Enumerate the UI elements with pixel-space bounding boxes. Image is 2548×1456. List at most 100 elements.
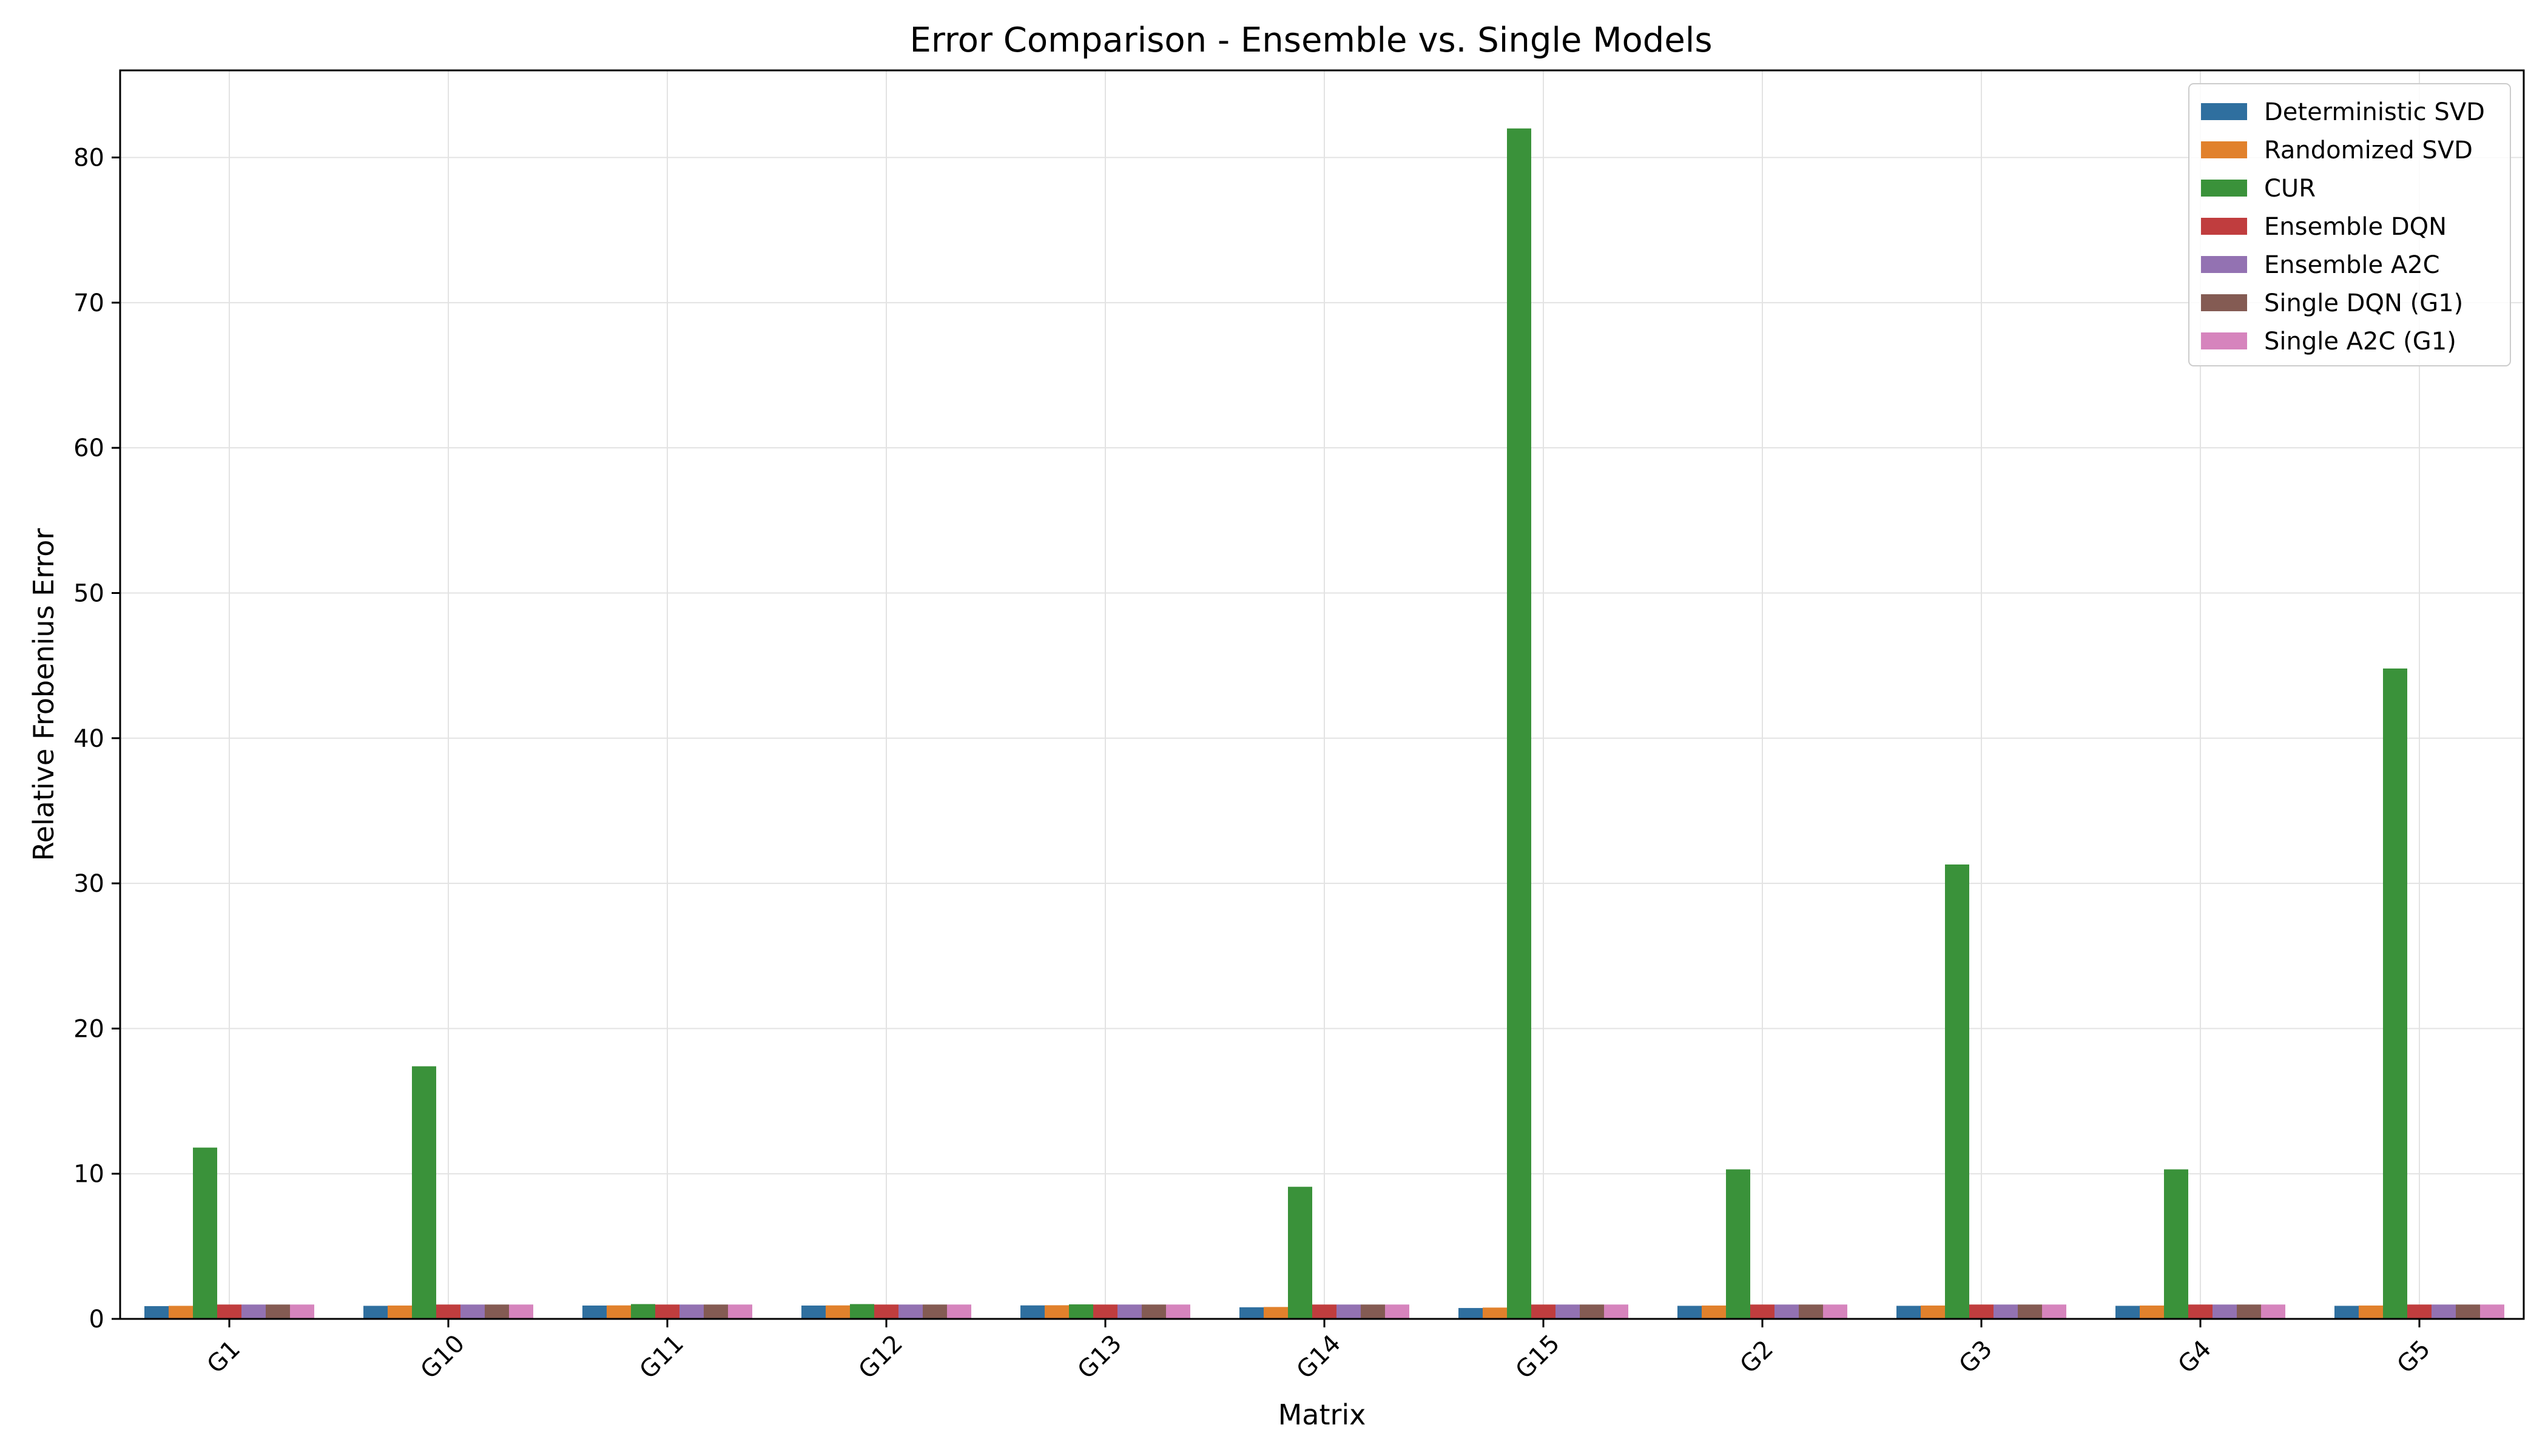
bar (1385, 1304, 1409, 1319)
x-axis-label: Matrix (1278, 1398, 1366, 1431)
legend-swatch (2201, 141, 2247, 158)
bar (436, 1304, 460, 1319)
legend-swatch (2201, 332, 2247, 349)
bar (1264, 1307, 1288, 1319)
y-tick-label: 30 (73, 870, 104, 898)
bar (363, 1306, 388, 1319)
plot-frame (119, 69, 2525, 1320)
bar (460, 1304, 485, 1319)
y-tick-label: 10 (73, 1161, 104, 1188)
bar (2407, 1304, 2432, 1319)
bar (607, 1305, 631, 1319)
bar (217, 1304, 241, 1319)
bar (874, 1304, 898, 1319)
y-axis-label: Relative Frobenius Error (27, 528, 60, 861)
bar (509, 1304, 533, 1319)
grid-layer (120, 70, 2524, 1320)
legend-label: Deterministic SVD (2264, 98, 2485, 126)
bar (1750, 1304, 1774, 1319)
bar (1483, 1307, 1507, 1319)
y-tick-label: 60 (73, 434, 104, 462)
bar (826, 1305, 850, 1319)
bar (1312, 1304, 1336, 1319)
bar (704, 1304, 728, 1319)
bar (850, 1304, 874, 1319)
bar (2018, 1304, 2042, 1319)
bar (679, 1304, 704, 1319)
bar (2213, 1304, 2237, 1319)
legend-swatch (2201, 218, 2247, 235)
bar (1531, 1304, 1555, 1319)
bar (1142, 1304, 1166, 1319)
bar (1507, 128, 1531, 1319)
bar (2334, 1306, 2359, 1319)
bar (290, 1304, 314, 1319)
legend-swatch (2201, 294, 2247, 311)
legend-label: Single A2C (G1) (2264, 328, 2456, 356)
bar (1969, 1304, 1994, 1319)
bar (1774, 1304, 1799, 1319)
y-tick-label: 70 (73, 289, 104, 317)
bar (1093, 1304, 1117, 1319)
bar (169, 1306, 193, 1319)
bar (2042, 1304, 2066, 1319)
legend-box (2188, 83, 2511, 366)
bar (1288, 1187, 1312, 1319)
bar (1336, 1304, 1361, 1319)
legend: Deterministic SVD Randomized SVD CUR Ensemb… (2188, 83, 2511, 366)
bar (2237, 1304, 2261, 1319)
bar (412, 1066, 436, 1319)
bar (1702, 1305, 1726, 1319)
bar (947, 1304, 971, 1319)
bar (1945, 864, 1969, 1319)
bar (2164, 1169, 2188, 1319)
bar (2383, 668, 2407, 1319)
legend-swatch (2201, 180, 2247, 197)
bar (582, 1305, 607, 1319)
legend-swatch (2201, 256, 2247, 273)
bar (923, 1304, 947, 1319)
bar (193, 1147, 217, 1319)
bar (1069, 1304, 1093, 1319)
bar (655, 1304, 679, 1319)
bar (1045, 1305, 1069, 1319)
bar (2261, 1304, 2285, 1319)
bar (1458, 1308, 1483, 1319)
bars-layer (144, 128, 2504, 1319)
bar (1117, 1304, 1142, 1319)
bar (728, 1304, 752, 1319)
bar (1896, 1306, 1921, 1319)
bar (2115, 1306, 2140, 1319)
bar (1020, 1305, 1045, 1319)
legend-label: Ensemble DQN (2264, 213, 2447, 241)
bar (1604, 1304, 1628, 1319)
y-tick-label: 50 (73, 579, 104, 607)
bar (898, 1304, 923, 1319)
bar (801, 1305, 826, 1319)
y-tick-label: 80 (73, 144, 104, 172)
bar (1823, 1304, 1847, 1319)
bar (2140, 1305, 2164, 1319)
y-tick-label: 40 (73, 725, 104, 753)
bar (2456, 1304, 2480, 1319)
bar (1239, 1307, 1264, 1319)
bar (1580, 1304, 1604, 1319)
bar (2480, 1304, 2504, 1319)
bar (1799, 1304, 1823, 1319)
bar (631, 1304, 655, 1319)
bar (1555, 1304, 1580, 1319)
bar (2188, 1304, 2213, 1319)
bar (1921, 1305, 1945, 1319)
bar (266, 1304, 290, 1319)
bar (144, 1306, 169, 1319)
bar (1994, 1304, 2018, 1319)
bar (1361, 1304, 1385, 1319)
bar (2359, 1305, 2383, 1319)
chart-title: Error Comparison - Ensemble vs. Single M… (910, 21, 1713, 60)
bar (2432, 1304, 2456, 1319)
legend-label: CUR (2264, 175, 2316, 203)
legend-swatch (2201, 103, 2247, 120)
bar (388, 1305, 412, 1319)
bar (1726, 1169, 1750, 1319)
